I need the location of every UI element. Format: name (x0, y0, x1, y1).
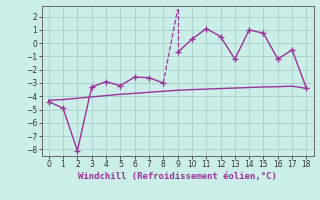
X-axis label: Windchill (Refroidissement éolien,°C): Windchill (Refroidissement éolien,°C) (78, 172, 277, 181)
